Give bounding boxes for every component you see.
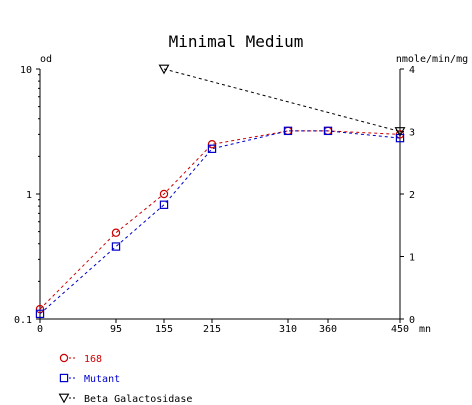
y-left-axis-label: od <box>40 54 52 65</box>
x-axis-unit-label: mn <box>419 324 431 335</box>
data-point <box>111 228 121 237</box>
x-tick-label: 0 <box>37 324 43 335</box>
legend-marker <box>58 393 70 404</box>
legend-item: Beta Galactosidase <box>58 393 192 405</box>
x-tick-label: 450 <box>391 324 409 335</box>
data-point <box>35 309 45 319</box>
y-right-tick-label: 4 <box>409 65 415 76</box>
legend-item: 168 <box>59 353 102 365</box>
legend-item: Mutant <box>59 373 120 385</box>
y-right-axis-label: nmole/min/mg <box>396 54 468 65</box>
y-left-tick-label: 10 <box>20 65 32 76</box>
legend-marker <box>59 353 69 363</box>
y-right-tick-label: 2 <box>409 190 415 201</box>
series-2 <box>35 126 405 319</box>
series-layer <box>35 64 406 319</box>
y-left-tick-label: 0.1 <box>14 315 32 326</box>
series-3 <box>158 64 406 137</box>
series-line <box>163 68 401 132</box>
data-point <box>111 242 121 251</box>
x-tick-label: 360 <box>319 324 337 335</box>
x-tick-label: 95 <box>110 324 122 335</box>
legend-label: Beta Galactosidase <box>84 394 192 405</box>
x-tick-label: 215 <box>203 324 221 335</box>
y-right-tick-label: 3 <box>409 128 415 139</box>
data-point <box>283 126 293 136</box>
data-point <box>158 64 170 75</box>
y-right-tick-label: 0 <box>409 315 415 326</box>
series-line <box>39 130 401 315</box>
y-left-tick-label: 1 <box>26 190 32 201</box>
y-right-tick-label: 1 <box>409 253 415 264</box>
data-point <box>159 189 169 199</box>
x-tick-label: 310 <box>279 324 297 335</box>
x-tick-label: 155 <box>155 324 173 335</box>
data-point <box>323 126 333 136</box>
data-point <box>394 127 406 137</box>
series-1 <box>35 126 405 314</box>
legend-label: 168 <box>84 354 102 365</box>
series-line <box>39 130 401 310</box>
legend: 168 Mutant Beta Galactosidase <box>58 353 192 405</box>
data-point <box>35 304 45 314</box>
chart-title: Minimal Medium <box>169 32 304 51</box>
legend-marker <box>59 373 69 383</box>
data-point <box>159 200 169 209</box>
legend-label: Mutant <box>84 374 120 385</box>
data-point <box>207 140 217 149</box>
data-point <box>207 144 217 153</box>
data-point <box>395 133 405 143</box>
